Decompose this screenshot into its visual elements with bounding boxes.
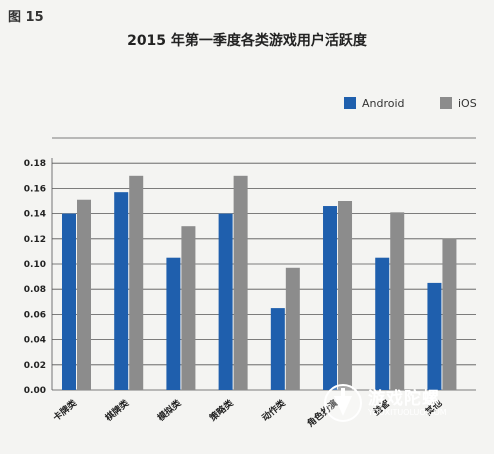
- y-tick-label: 0.18: [24, 159, 46, 169]
- figure-label: 图 15: [8, 10, 44, 25]
- bar-android-1: [114, 192, 129, 390]
- bar-ios-5: [338, 201, 353, 390]
- y-tick-label: 0.16: [24, 184, 46, 194]
- bar-android-4: [270, 308, 285, 390]
- category-label: 卡牌类: [51, 396, 80, 423]
- bar-android-5: [323, 206, 338, 390]
- category-label: 动作类: [259, 396, 288, 423]
- y-tick-label: 0.06: [24, 310, 46, 320]
- legend-swatch-android: [344, 97, 356, 109]
- y-tick-label: 0.12: [24, 235, 46, 245]
- y-tick-label: 0.08: [24, 285, 46, 295]
- category-label: 模拟类: [155, 396, 184, 423]
- bar-android-7: [427, 282, 442, 390]
- bar-ios-6: [390, 212, 405, 390]
- chart-title: 2015 年第一季度各类游戏用户活跃度: [127, 33, 367, 49]
- spinning-top-logo-icon: [324, 384, 362, 422]
- bar-android-3: [218, 213, 233, 390]
- bar-android-2: [166, 257, 181, 390]
- category-label: 策略类: [206, 396, 236, 424]
- legend-swatch-ios: [440, 97, 452, 109]
- watermark: 游戏陀螺 YOUXITUOLUO.COM: [318, 380, 468, 440]
- bar-ios-4: [285, 267, 300, 390]
- watermark-url: YOUXITUOLUO.COM: [368, 408, 447, 417]
- bar-android-0: [62, 213, 76, 390]
- legend-label-ios: iOS: [458, 97, 477, 110]
- bar-ios-2: [181, 226, 196, 390]
- bar-ios-7: [442, 238, 457, 390]
- y-tick-label: 0.14: [24, 210, 46, 220]
- y-tick-label: 0.04: [24, 336, 46, 346]
- bar-android-6: [375, 257, 390, 390]
- y-tick-label: 0.10: [24, 260, 46, 270]
- bar-ios-0: [77, 199, 91, 390]
- legend-label-android: Android: [362, 97, 405, 110]
- y-tick-label: 0.02: [24, 361, 46, 371]
- watermark-name: 游戏陀螺: [368, 389, 440, 409]
- bar-ios-3: [233, 175, 248, 390]
- category-label: 棋牌类: [102, 396, 132, 424]
- bar-ios-1: [129, 175, 144, 390]
- y-tick-label: 0.00: [24, 386, 46, 396]
